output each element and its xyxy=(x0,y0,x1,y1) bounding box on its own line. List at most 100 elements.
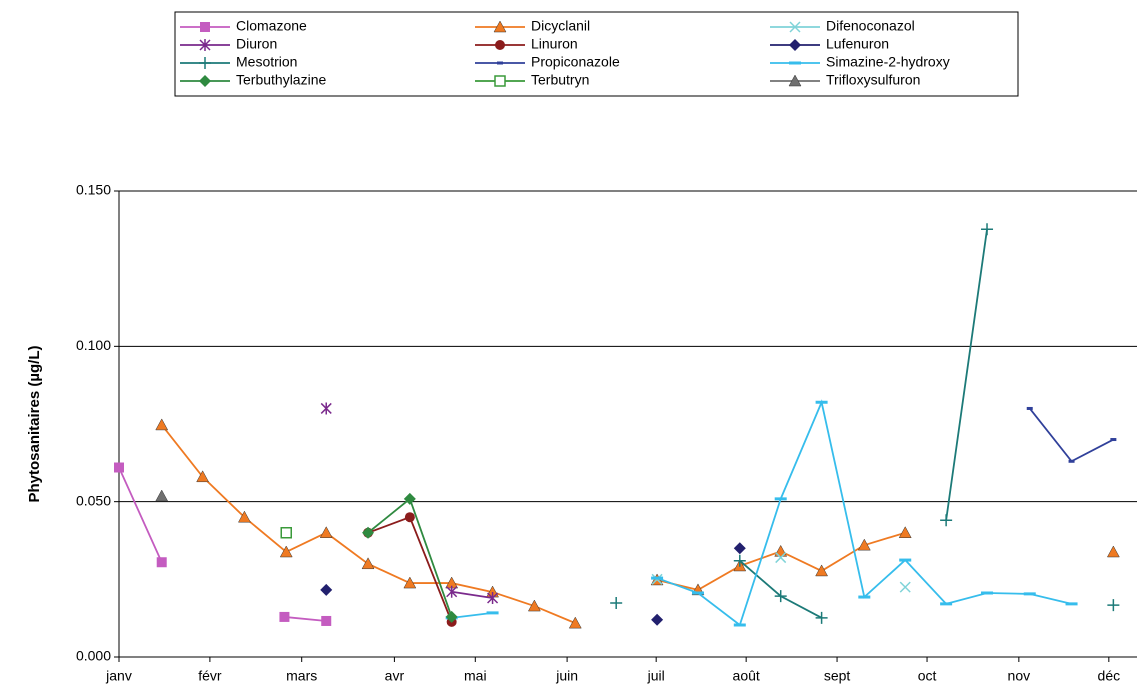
legend-label: Trifloxysulfuron xyxy=(826,72,920,88)
marker xyxy=(733,542,746,555)
line xyxy=(162,425,1114,623)
legend-box xyxy=(174,11,1019,97)
legend-label: Clomazone xyxy=(236,18,307,34)
legend-label: Propiconazole xyxy=(531,54,620,70)
x-tick-label: nov xyxy=(1008,668,1031,684)
marker xyxy=(1026,406,1033,410)
x-tick-label: oct xyxy=(918,668,937,684)
marker xyxy=(114,462,124,473)
marker xyxy=(815,611,828,624)
marker xyxy=(610,596,623,609)
legend-marker xyxy=(493,20,507,33)
legend-label: Simazine-2-hydroxy xyxy=(826,54,950,70)
marker xyxy=(857,538,871,551)
series xyxy=(445,399,1078,627)
series xyxy=(1026,406,1117,463)
x-tick-label: févr xyxy=(198,668,222,684)
legend-marker xyxy=(789,39,801,51)
marker xyxy=(155,418,169,431)
marker xyxy=(320,583,333,596)
legend-label: Terbutryn xyxy=(531,72,589,88)
marker xyxy=(361,557,375,570)
marker xyxy=(899,581,911,593)
series xyxy=(362,492,458,623)
marker xyxy=(279,611,290,622)
marker xyxy=(981,591,994,595)
y-tick-label: 0.100 xyxy=(76,337,111,353)
marker xyxy=(774,497,787,501)
legend-marker xyxy=(494,75,506,87)
legend-marker xyxy=(789,61,801,65)
marker xyxy=(196,470,210,483)
series xyxy=(651,552,911,593)
series xyxy=(320,542,746,626)
x-tick-label: sept xyxy=(824,668,851,684)
marker xyxy=(1107,599,1120,612)
series xyxy=(114,462,332,626)
x-tick-label: juil xyxy=(647,668,665,684)
marker xyxy=(238,510,251,523)
y-tick-label: 0.000 xyxy=(76,648,111,664)
legend-marker xyxy=(495,40,505,50)
x-tick-label: avr xyxy=(385,668,405,684)
x-tick-label: déc xyxy=(1098,668,1121,684)
legend-marker xyxy=(199,75,211,87)
marker xyxy=(319,526,333,538)
marker xyxy=(1068,459,1075,463)
marker xyxy=(404,512,415,523)
series xyxy=(610,223,1120,624)
marker xyxy=(486,611,499,615)
marker xyxy=(940,514,953,527)
marker xyxy=(487,591,499,604)
legend-marker xyxy=(199,57,211,69)
series xyxy=(320,402,499,604)
marker xyxy=(320,402,332,415)
marker xyxy=(774,544,788,557)
line xyxy=(118,467,327,622)
marker xyxy=(774,590,787,603)
marker xyxy=(403,576,417,589)
marker xyxy=(898,526,912,538)
legend-label: Diuron xyxy=(236,36,277,52)
marker xyxy=(403,492,416,505)
marker xyxy=(1106,545,1120,558)
legend-label: Terbuthylazine xyxy=(236,72,326,88)
marker xyxy=(446,585,458,598)
x-tick-label: janv xyxy=(105,668,132,684)
marker xyxy=(445,610,458,623)
series xyxy=(280,526,292,539)
marker xyxy=(568,616,582,629)
marker xyxy=(1023,592,1036,596)
legend-marker xyxy=(199,39,211,51)
marker xyxy=(733,554,746,567)
marker xyxy=(899,558,912,562)
line xyxy=(451,590,493,599)
marker xyxy=(1110,438,1117,442)
marker xyxy=(155,489,169,502)
marker xyxy=(280,526,292,539)
series xyxy=(363,512,457,627)
legend-marker xyxy=(788,74,802,87)
x-tick-label: mai xyxy=(464,668,487,684)
marker xyxy=(981,223,994,236)
legend-label: Linuron xyxy=(531,36,578,52)
marker xyxy=(156,557,167,568)
line xyxy=(1029,407,1114,463)
legend-marker xyxy=(789,21,801,33)
marker xyxy=(321,615,332,626)
x-tick-label: mars xyxy=(286,668,317,684)
marker xyxy=(858,595,871,599)
marker xyxy=(279,545,293,558)
y-tick-label: 0.050 xyxy=(76,492,111,508)
marker xyxy=(1065,602,1078,606)
line xyxy=(451,399,1072,627)
legend-label: Mesotrion xyxy=(236,54,297,70)
legend-marker xyxy=(200,22,210,32)
marker xyxy=(733,623,746,627)
marker xyxy=(362,526,375,539)
legend-label: Lufenuron xyxy=(826,36,889,52)
marker xyxy=(815,400,828,404)
y-axis-title: Phytosanitaires (µg/L) xyxy=(26,345,43,502)
marker xyxy=(527,599,541,612)
